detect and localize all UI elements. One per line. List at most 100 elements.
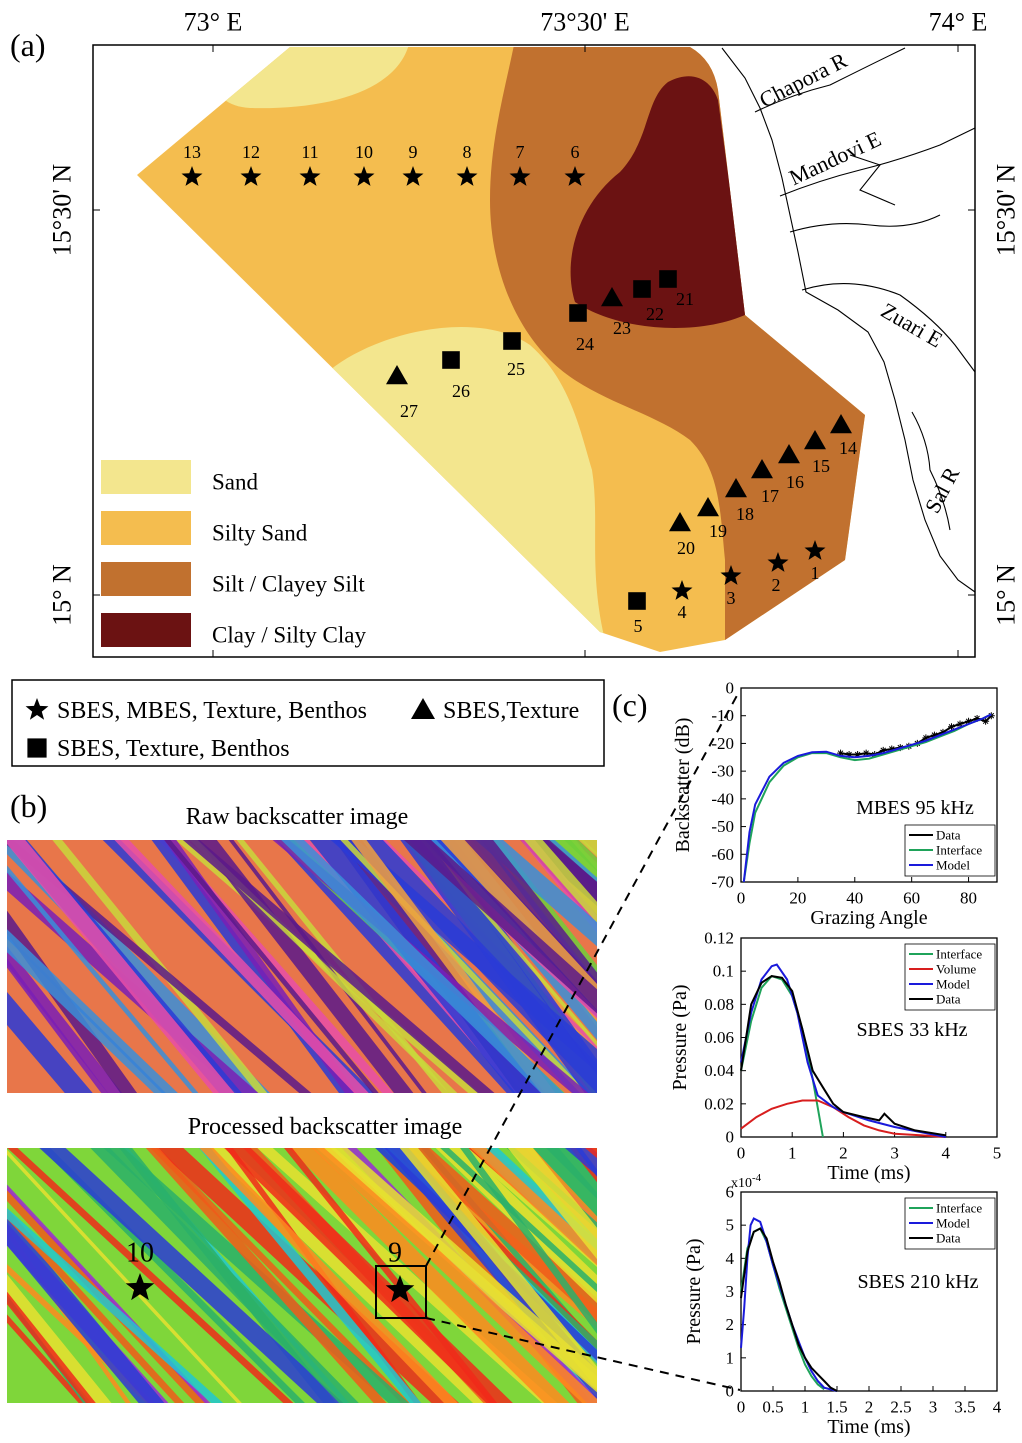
station-label: 12 — [242, 142, 260, 162]
triangle-marker — [778, 444, 800, 464]
legend-label: Data — [936, 828, 961, 843]
data-marker — [922, 734, 930, 742]
image-title: Raw backscatter image — [186, 804, 409, 830]
x-tick-label: 2 — [865, 1398, 874, 1417]
data-marker — [837, 749, 845, 757]
x-tick-label: 1.5 — [826, 1398, 847, 1417]
symbol-legend-label: SBES, MBES, Texture, Benthos — [57, 698, 367, 724]
x-tick-label: 60 — [903, 889, 920, 908]
data-marker — [862, 749, 870, 757]
legend-label: Interface — [936, 1201, 982, 1216]
series-line — [740, 963, 946, 1138]
x-tick-label: 5 — [993, 1144, 1002, 1163]
x-tick-label: 40 — [846, 889, 863, 908]
legend-label: Interface — [936, 947, 982, 962]
zoom-line — [425, 1317, 741, 1391]
data-marker — [965, 717, 973, 725]
image-title: Processed backscatter image — [188, 1114, 463, 1140]
y-tick-label: 0.08 — [704, 995, 734, 1014]
y-axis-label: Backscatter (dB) — [672, 718, 694, 853]
y-tick-label: 5 — [726, 1216, 735, 1235]
river-label: Mandovi E — [785, 126, 885, 190]
data-marker — [987, 712, 995, 720]
image-stripe — [564, 840, 597, 872]
legend-label: Silt / Clayey Silt — [212, 572, 365, 597]
x-tick-label: 3 — [890, 1144, 899, 1163]
series-line — [740, 974, 824, 1138]
legend-label: Volume — [936, 962, 976, 977]
triangle-marker — [411, 698, 435, 719]
image-stripe — [400, 840, 597, 1093]
star-marker — [720, 565, 742, 585]
legend-swatch — [101, 562, 191, 596]
x-tick-label: 0.5 — [762, 1398, 783, 1417]
coastline — [911, 411, 951, 531]
x-axis-label: Time (ms) — [827, 1416, 910, 1438]
x-tick-label: 0 — [737, 889, 746, 908]
triangle-marker — [601, 287, 623, 307]
image-stripe — [440, 1148, 597, 1293]
legend-label: Interface — [936, 843, 982, 858]
annotation: MBES 95 kHz — [856, 797, 974, 819]
image-stripe — [585, 1148, 597, 1159]
image-stripe — [199, 1148, 422, 1403]
image-stripe — [435, 1148, 597, 1304]
x-axis-label: Time (ms) — [827, 1162, 910, 1184]
y-tick-label: 0 — [726, 679, 735, 698]
x-tick-label: 2.5 — [890, 1398, 911, 1417]
y-tick-label: 0.04 — [704, 1061, 734, 1080]
image-stripe — [7, 1208, 224, 1403]
longitude-label: 73°30' E — [540, 8, 629, 37]
image-stripe — [533, 1148, 597, 1222]
triangle-marker — [725, 478, 747, 498]
data-marker — [930, 731, 938, 739]
image-stripe — [7, 958, 109, 1093]
data-marker — [973, 714, 981, 722]
x-tick-label: 3 — [929, 1398, 938, 1417]
data-marker — [939, 728, 947, 736]
zoom-box — [375, 1265, 427, 1319]
square-marker — [569, 304, 587, 322]
image-stripe — [145, 1148, 387, 1403]
image-stripe — [470, 1148, 597, 1266]
y-tick-label: -30 — [711, 762, 734, 781]
station-label: 2 — [772, 575, 781, 595]
star-marker — [299, 166, 321, 186]
y-multiplier: x10-4 — [731, 1172, 762, 1191]
symbol-legend-label: SBES, Texture, Benthos — [57, 736, 290, 762]
legend-label: Data — [936, 992, 961, 1007]
station-label: 1 — [811, 563, 820, 583]
triangle-marker — [697, 497, 719, 517]
triangle-marker — [830, 414, 852, 434]
station-label: 25 — [507, 359, 525, 379]
image-stripe — [40, 1148, 305, 1403]
image-stripe — [90, 1148, 359, 1403]
y-tick-label: 0.06 — [704, 1028, 734, 1047]
panel-label: (a) — [10, 27, 46, 63]
image-stripe — [199, 1148, 459, 1403]
y-tick-label: -10 — [711, 706, 734, 725]
data-marker — [854, 751, 862, 759]
latitude-label: 15°30' N — [992, 164, 1021, 257]
multiplier-exponent: -4 — [752, 1172, 762, 1184]
image-stripe — [164, 840, 379, 1093]
legend-label: Model — [936, 1216, 970, 1231]
station-label: 4 — [678, 602, 687, 622]
image-stripe — [281, 840, 564, 1093]
series-line — [740, 975, 946, 1137]
image-stripe — [182, 840, 495, 1093]
image-stripe — [114, 840, 369, 1093]
y-tick-label: -60 — [711, 845, 734, 864]
y-axis-label: Pressure (Pa) — [683, 1238, 705, 1344]
image-stripe — [507, 1148, 597, 1260]
x-tick-label: 1 — [788, 1144, 797, 1163]
image-stripe — [228, 840, 427, 1093]
coastline — [721, 47, 976, 593]
square-marker — [503, 332, 521, 350]
star-marker — [385, 1275, 415, 1303]
series-line — [740, 1227, 838, 1392]
square-marker — [628, 592, 646, 610]
x-tick-label: 2 — [839, 1144, 848, 1163]
region-clay — [570, 76, 747, 328]
